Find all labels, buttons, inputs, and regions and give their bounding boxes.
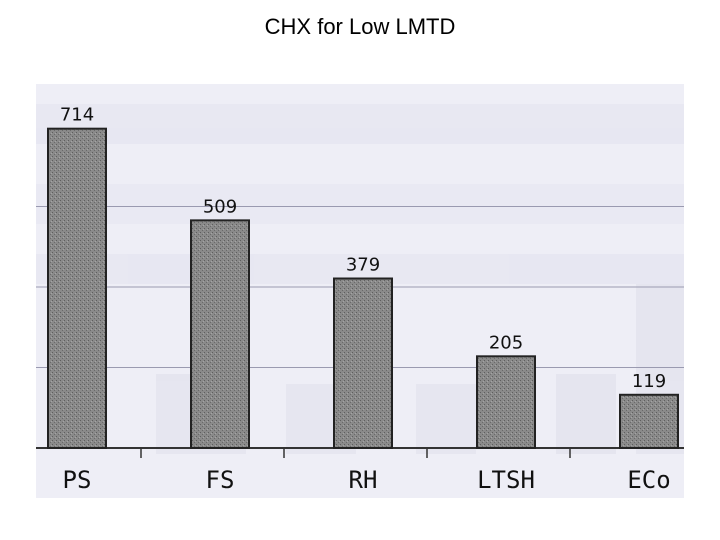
chart-title: CHX for Low LMTD (264, 14, 456, 39)
category-label-eco: ECo (627, 466, 670, 494)
x-axis-ticks (140, 448, 571, 458)
category-label-ltsh: LTSH (477, 466, 535, 494)
bar-fs (190, 219, 250, 449)
value-labels-group: 714 509 379 205 119 (60, 105, 666, 392)
value-label-ltsh: 205 (489, 332, 523, 353)
category-label-ps: PS (63, 466, 92, 494)
bar-ltsh (476, 355, 536, 450)
category-label-rh: RH (349, 466, 378, 494)
bar-ps (47, 127, 107, 450)
value-label-ps: 714 (60, 105, 94, 126)
value-label-fs: 509 (203, 196, 237, 217)
value-label-rh: 379 (346, 255, 380, 276)
value-label-eco: 119 (632, 371, 666, 392)
chart-area: 714 509 379 205 119 PS FS RH LTSH ECo (36, 84, 684, 498)
category-labels-group: PS FS RH LTSH ECo (63, 466, 671, 494)
bars-group (47, 127, 679, 450)
bar-eco (619, 393, 679, 449)
category-label-fs: FS (206, 466, 235, 494)
bar-chart: 714 509 379 205 119 PS FS RH LTSH ECo (36, 104, 684, 494)
bar-rh (333, 277, 393, 449)
